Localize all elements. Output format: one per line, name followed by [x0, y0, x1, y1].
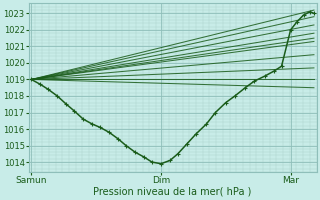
- X-axis label: Pression niveau de la mer( hPa ): Pression niveau de la mer( hPa ): [93, 187, 252, 197]
